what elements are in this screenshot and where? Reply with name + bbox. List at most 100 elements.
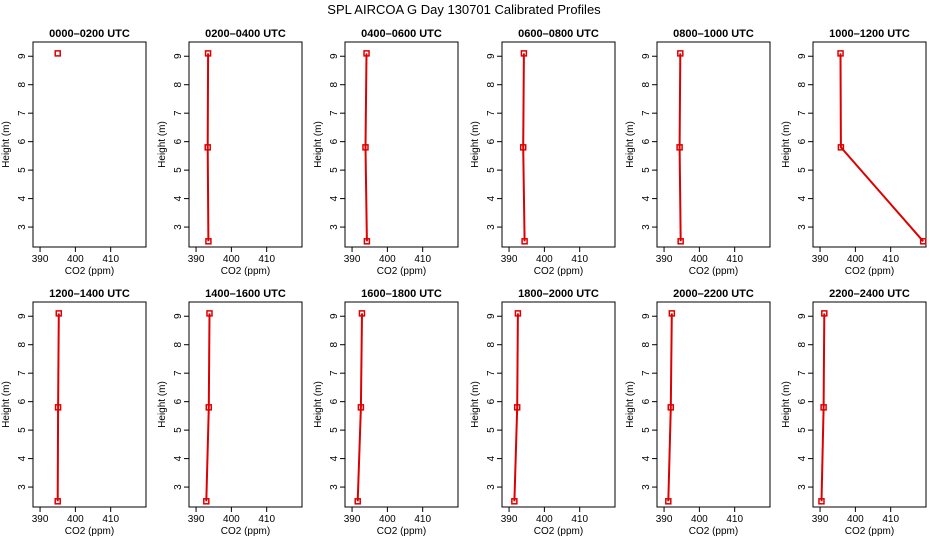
x-axis-label: CO2 (ppm) — [689, 526, 738, 537]
panel-4: 0600–0800 UTC 390 400 410 3 4 5 6 7 8 9 CO2 (ppm) He… — [470, 28, 616, 277]
y-tick-label: 3 — [329, 224, 340, 230]
y-tick-label: 9 — [641, 53, 652, 59]
plot-frame — [188, 301, 303, 508]
y-axis-label: Height (m) — [781, 121, 792, 168]
x-tick-label: 400 — [223, 514, 240, 525]
x-tick-label: 390 — [344, 514, 361, 525]
panel-7: 1200–1400 UTC 390 400 410 3 4 5 6 7 8 9 CO2 (ppm) He… — [1, 288, 147, 537]
y-tick-label: 4 — [173, 455, 184, 461]
y-tick-label: 6 — [641, 398, 652, 404]
plot-frame — [656, 41, 771, 248]
y-tick-label: 5 — [486, 167, 497, 173]
y-tick-label: 8 — [797, 81, 808, 87]
x-tick-label: 410 — [102, 254, 119, 265]
data-point — [203, 498, 210, 505]
y-tick-label: 4 — [329, 195, 340, 201]
y-tick-label: 5 — [486, 427, 497, 433]
data-point — [667, 404, 675, 411]
y-tick-label: 4 — [797, 455, 808, 461]
x-tick-label: 410 — [726, 254, 743, 265]
x-tick-label: 410 — [258, 254, 275, 265]
x-axis-label: CO2 (ppm) — [65, 526, 114, 537]
panel-title: 2000–2200 UTC — [673, 288, 754, 300]
panel-title: 0400–0600 UTC — [361, 28, 442, 40]
x-tick-label: 400 — [223, 254, 240, 265]
plot-frame — [656, 301, 771, 508]
y-tick-label: 6 — [17, 398, 28, 404]
data-point — [837, 50, 844, 57]
x-tick-label: 400 — [847, 254, 864, 265]
x-tick-label: 410 — [571, 254, 588, 265]
panel-6: 1000–1200 UTC 390 400 410 3 4 5 6 7 8 9 CO2 (ppm) He… — [781, 28, 927, 277]
y-tick-label: 9 — [486, 313, 497, 319]
panel-2: 0200–0400 UTC 390 400 410 3 4 5 6 7 8 9 CO2 (ppm) He… — [157, 28, 303, 277]
data-point — [514, 310, 522, 317]
x-tick-label: 390 — [32, 254, 49, 265]
y-tick-label: 3 — [797, 224, 808, 230]
profile-line — [667, 313, 673, 502]
data-point — [55, 310, 63, 317]
y-tick-label: 5 — [641, 167, 652, 173]
x-axis-label: CO2 (ppm) — [845, 526, 894, 537]
y-tick-label: 8 — [641, 81, 652, 87]
y-tick-label: 6 — [329, 398, 340, 404]
data-point — [677, 50, 684, 57]
y-tick-label: 3 — [173, 484, 184, 490]
y-tick-label: 4 — [486, 195, 497, 201]
y-tick-label: 5 — [17, 427, 28, 433]
y-tick-label: 9 — [329, 53, 340, 59]
y-tick-label: 4 — [641, 455, 652, 461]
y-tick-label: 5 — [173, 167, 184, 173]
x-tick-label: 400 — [67, 254, 84, 265]
data-point — [204, 144, 211, 151]
x-tick-label: 390 — [656, 514, 673, 525]
y-tick-label: 9 — [173, 53, 184, 59]
y-tick-label: 9 — [641, 313, 652, 319]
panel-10: 1800–2000 UTC 390 400 410 3 4 5 6 7 8 9 CO2 (ppm) He… — [470, 288, 616, 537]
y-axis-label: Height (m) — [625, 121, 636, 168]
y-tick-label: 5 — [329, 167, 340, 173]
y-tick-label: 5 — [329, 427, 340, 433]
y-tick-label: 8 — [486, 81, 497, 87]
y-tick-label: 4 — [17, 195, 28, 201]
y-tick-label: 8 — [329, 81, 340, 87]
x-tick-label: 390 — [188, 254, 205, 265]
x-tick-label: 410 — [882, 514, 899, 525]
panel-12: 2200–2400 UTC 390 400 410 3 4 5 6 7 8 9 CO2 (ppm) He… — [781, 288, 927, 537]
y-axis-label: Height (m) — [625, 381, 636, 428]
data-point — [668, 310, 676, 317]
y-tick-label: 9 — [173, 313, 184, 319]
data-point — [54, 50, 61, 57]
y-tick-label: 8 — [173, 81, 184, 87]
profile-line — [364, 53, 368, 242]
plot-frame — [501, 301, 616, 508]
y-axis-label: Height (m) — [157, 121, 168, 168]
x-axis-label: CO2 (ppm) — [221, 526, 270, 537]
y-tick-label: 6 — [17, 138, 28, 144]
data-point — [837, 144, 845, 151]
panels-group: 0000–0200 UTC 390 400 410 3 4 5 6 7 8 9 CO2 (ppm) He… — [1, 28, 927, 537]
data-point — [363, 238, 371, 245]
panel-9: 1600–1800 UTC 390 400 410 3 4 5 6 7 8 9 CO2 (ppm) He… — [313, 288, 459, 537]
x-tick-label: 390 — [812, 254, 829, 265]
y-tick-label: 5 — [17, 167, 28, 173]
data-point — [354, 498, 361, 505]
y-tick-label: 5 — [797, 427, 808, 433]
plot-frame — [344, 301, 459, 508]
data-point — [521, 238, 528, 245]
panel-title: 0200–0400 UTC — [205, 28, 286, 40]
data-point — [357, 404, 365, 411]
plot-frame — [501, 41, 616, 248]
y-tick-label: 9 — [17, 53, 28, 59]
x-tick-label: 400 — [847, 514, 864, 525]
y-tick-label: 7 — [329, 110, 340, 116]
y-tick-label: 7 — [17, 110, 28, 116]
data-point — [676, 144, 683, 151]
y-tick-label: 5 — [641, 427, 652, 433]
data-point — [204, 50, 212, 57]
y-axis-label: Height (m) — [1, 381, 12, 428]
y-tick-label: 3 — [641, 484, 652, 490]
y-tick-label: 3 — [486, 224, 497, 230]
x-tick-label: 400 — [379, 514, 396, 525]
